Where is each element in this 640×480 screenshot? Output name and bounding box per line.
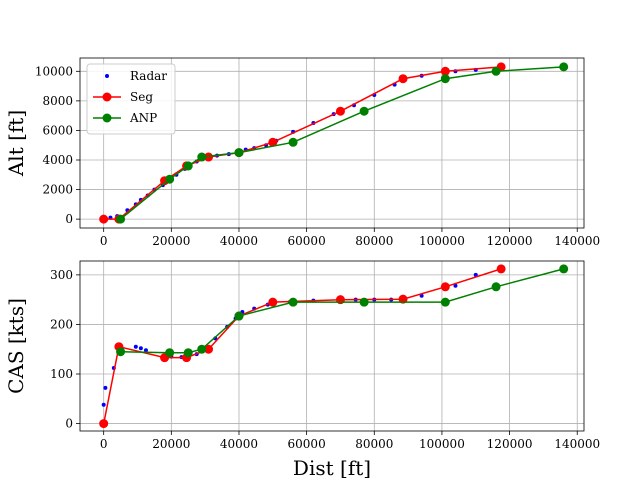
seg-marker: [440, 282, 450, 292]
anp-marker: [183, 161, 193, 171]
seg-marker: [204, 344, 214, 354]
y-axis-label: Alt [ft]: [4, 110, 28, 177]
legend-radar-label: Radar: [130, 69, 167, 83]
anp-marker: [165, 174, 175, 184]
x-tick-label: 100000: [419, 437, 465, 451]
legend-anp-swatch-marker: [102, 113, 112, 123]
radar-point: [143, 348, 148, 353]
legend-radar-swatch-point: [105, 74, 109, 78]
radar-point: [138, 346, 143, 351]
x-tick-label: 80000: [355, 437, 393, 451]
radar-point: [103, 385, 108, 390]
y-tick-label: 0: [65, 212, 73, 226]
anp-marker: [197, 344, 207, 354]
anp-marker: [165, 348, 175, 358]
x-tick-label: 20000: [152, 234, 190, 248]
x-tick-label: 100000: [419, 234, 465, 248]
seg-marker: [335, 106, 345, 116]
axes-frame: [79, 260, 585, 432]
y-tick-label: 4000: [42, 153, 73, 167]
anp-marker: [359, 106, 369, 116]
series-anp: [116, 62, 569, 224]
y-tick-label: 100: [50, 367, 73, 381]
radar-point: [453, 283, 458, 288]
x-tick-label: 80000: [355, 234, 393, 248]
anp-line: [120, 66, 564, 220]
legend-anp-label: ANP: [129, 111, 157, 125]
anp-marker: [288, 137, 298, 147]
legend-seg-label: Seg: [130, 90, 153, 104]
anp-line: [120, 268, 564, 354]
seg-marker: [268, 137, 278, 147]
radar-point: [473, 272, 478, 277]
anp-marker: [183, 348, 193, 358]
x-tick-label: 60000: [288, 437, 326, 451]
anp-marker: [359, 297, 369, 307]
seg-line: [102, 268, 502, 424]
seg-marker: [204, 152, 214, 162]
y-axis-label: CAS [kts]: [4, 298, 28, 394]
anp-marker: [288, 297, 298, 307]
x-axis-label: Dist [ft]: [293, 456, 371, 480]
x-tick-label: 120000: [487, 234, 533, 248]
seg-marker: [99, 419, 109, 429]
x-tick-label: 20000: [152, 437, 190, 451]
anp-marker: [559, 264, 569, 274]
legend-seg-swatch-marker: [102, 92, 112, 102]
series-anp: [116, 264, 569, 358]
seg-marker: [496, 264, 506, 274]
anp-marker: [234, 148, 244, 158]
x-tick-label: 0: [100, 234, 108, 248]
y-tick-label: 2000: [42, 183, 73, 197]
legend: Radar Seg ANP: [86, 63, 176, 135]
anp-marker: [491, 66, 501, 76]
y-tick-label: 200: [50, 317, 73, 331]
anp-marker: [116, 347, 126, 357]
y-tick-label: 8000: [42, 94, 73, 108]
anp-marker: [234, 311, 244, 321]
axes-frame: [79, 57, 585, 229]
x-tick-label: 40000: [220, 437, 258, 451]
radar-point: [133, 344, 138, 349]
seg-marker: [398, 74, 408, 84]
anp-marker: [491, 282, 501, 292]
series-seg: [99, 264, 506, 429]
anp-marker: [197, 152, 207, 162]
y-tick-label: 0: [65, 417, 73, 431]
x-tick-label: 140000: [554, 234, 600, 248]
x-tick-label: 140000: [554, 437, 600, 451]
y-tick-label: 10000: [35, 64, 73, 78]
anp-marker: [440, 297, 450, 307]
x-tick-label: 0: [100, 437, 108, 451]
seg-marker: [99, 214, 109, 224]
seg-marker: [440, 66, 450, 76]
airspeed-panel: 0 20000 40000 60000 80000 100000 120000 140000 0…: [4, 260, 600, 480]
x-tick-label: 120000: [487, 437, 533, 451]
anp-marker: [440, 74, 450, 84]
x-tick-label: 40000: [220, 234, 258, 248]
anp-marker: [559, 62, 569, 72]
y-tick-label: 6000: [42, 123, 73, 137]
seg-marker: [268, 297, 278, 307]
y-tick-label: 300: [50, 268, 73, 282]
anp-marker: [116, 214, 126, 224]
altitude-panel: 0 20000 40000 60000 80000 100000 120000 140000 0…: [4, 57, 600, 248]
radar-point: [101, 402, 106, 407]
x-tick-label: 60000: [288, 234, 326, 248]
